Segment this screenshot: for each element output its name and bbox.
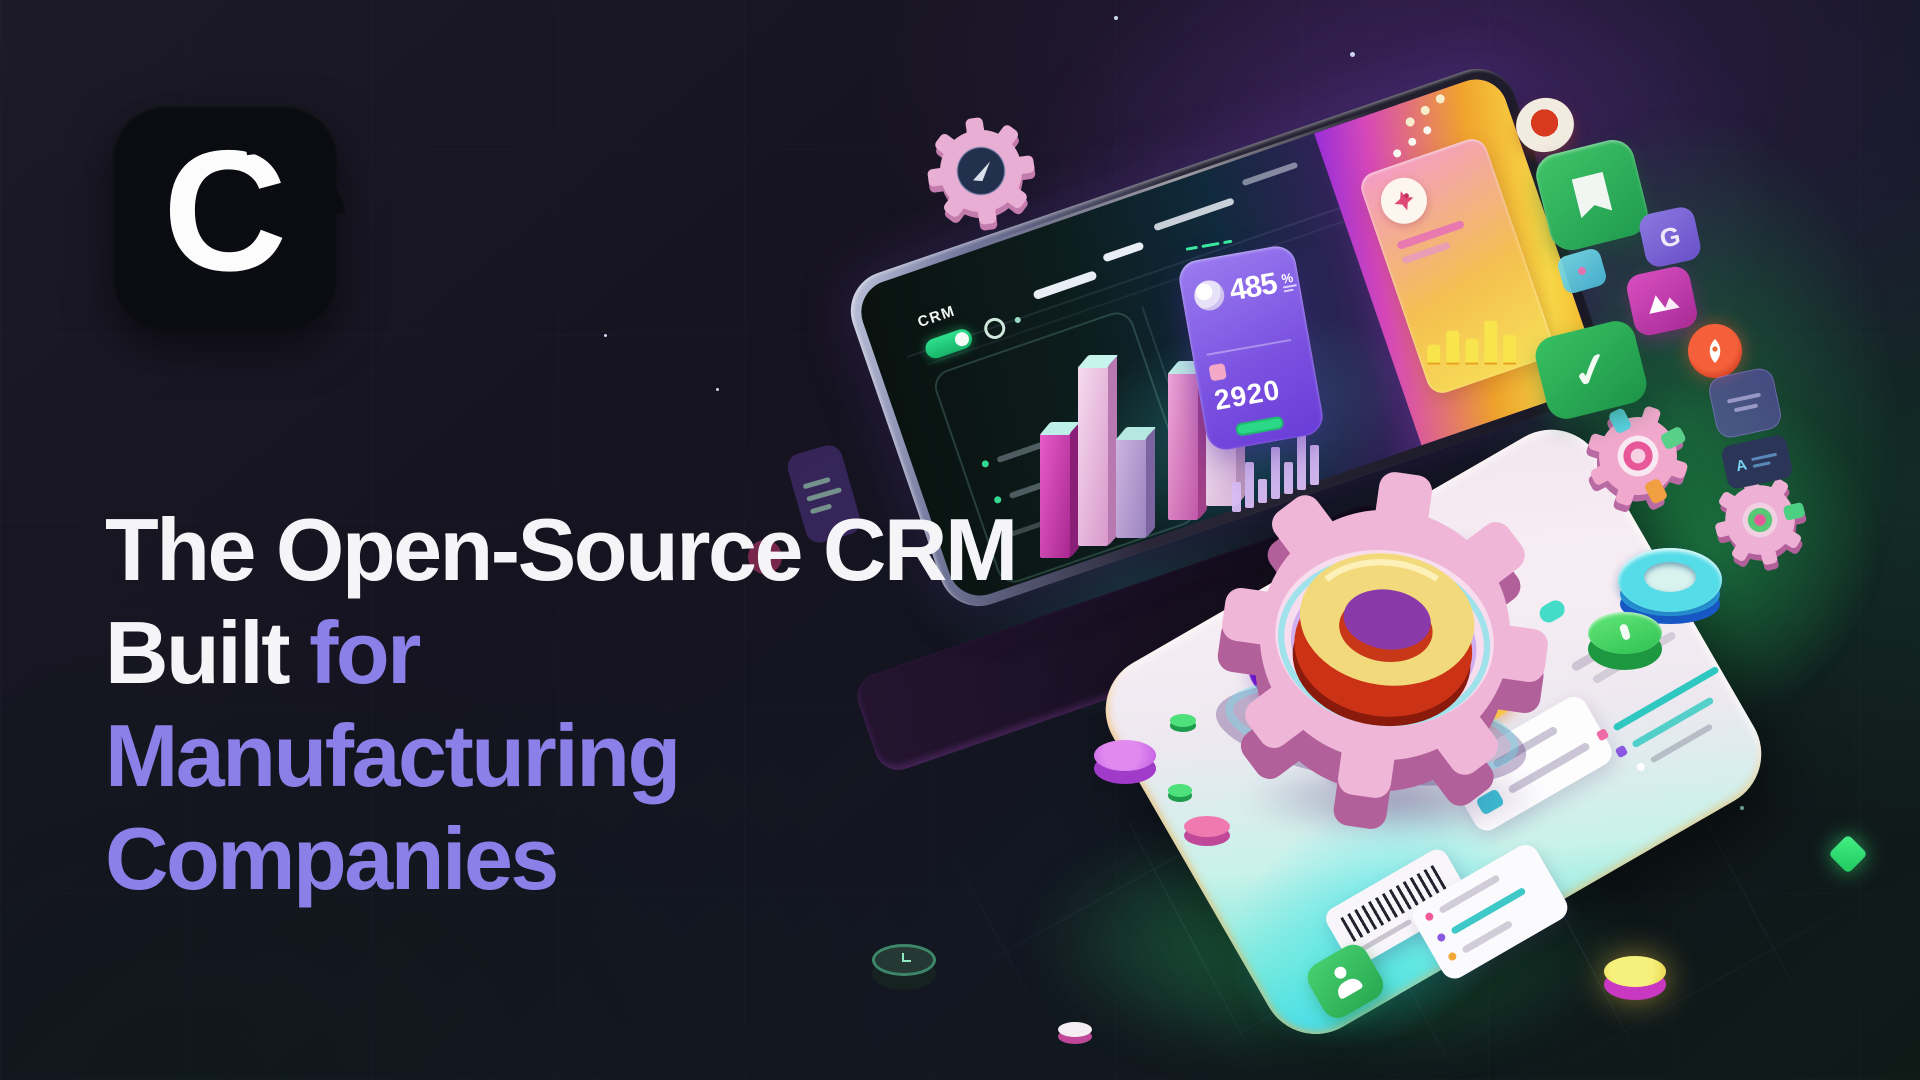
sparkle-dot	[1114, 16, 1118, 20]
bar	[1310, 445, 1319, 485]
stat-pink-square	[1208, 362, 1227, 382]
bar	[1232, 482, 1241, 512]
sparkle-dot	[1740, 806, 1744, 810]
rocket-icon	[1688, 324, 1742, 378]
c-logo-icon: C	[162, 115, 288, 307]
yellow-bar-chart	[1421, 273, 1531, 365]
a-letter: A	[1734, 455, 1749, 475]
big-gear-icon	[1196, 451, 1569, 850]
stat-primary-row: 485 %	[1191, 263, 1299, 314]
bar	[1484, 320, 1498, 365]
bar	[1297, 428, 1306, 490]
mini-bar-chart	[1232, 424, 1332, 524]
menu-dash	[1241, 161, 1299, 187]
headline-built: Built	[105, 603, 291, 702]
pink-coin	[1184, 816, 1230, 846]
bar-3d	[1039, 422, 1081, 558]
crm-dashboard-screen: CRM	[852, 70, 1604, 605]
headline-line-4: Companies	[105, 809, 559, 908]
checkmark-icon: ✓	[1566, 340, 1616, 400]
green-coin	[1170, 714, 1196, 732]
sparkle-dot	[604, 334, 607, 337]
page-title: The Open-Source CRM Built for Manufacturi…	[105, 498, 1018, 910]
progress-chip	[1614, 744, 1629, 759]
yellow-coin	[1604, 956, 1666, 1000]
pin-star-icon	[1374, 171, 1434, 230]
headline-line-3: Manufacturing	[105, 706, 681, 805]
bar-3d	[1115, 427, 1157, 538]
bar-3d	[1167, 361, 1209, 520]
green-coin	[1168, 784, 1192, 802]
headline-line-1: The Open-Source CRM	[105, 500, 1018, 599]
stat-unit-symbol: %	[1280, 269, 1295, 287]
bar	[1258, 479, 1267, 503]
list-bullet	[980, 459, 990, 469]
pink-dot	[1577, 266, 1587, 276]
pink-mini-coin	[1058, 1022, 1092, 1044]
sparkle-dot	[1350, 52, 1355, 57]
card-line	[1396, 219, 1465, 251]
badge-lines	[1751, 452, 1779, 468]
floating-gear-icon	[920, 110, 1043, 238]
row-bullet	[1423, 911, 1435, 923]
sparkle-dot	[716, 388, 719, 391]
person-icon	[1332, 964, 1349, 981]
report-card	[1356, 134, 1558, 398]
stat-unit: %	[1280, 269, 1298, 292]
compass-needle-icon	[972, 161, 991, 182]
bar	[1427, 344, 1441, 365]
bar	[1245, 462, 1254, 508]
clock-coin	[872, 944, 936, 990]
magenta-coin	[1094, 740, 1156, 784]
toggle-knob	[953, 330, 971, 349]
menu-dash	[1102, 241, 1145, 263]
company-logo: C	[112, 104, 380, 342]
headline-line-2: Built for	[105, 601, 1016, 704]
bar	[1284, 462, 1293, 494]
clock-hand	[902, 953, 904, 962]
stat-divider	[1206, 338, 1292, 356]
bar	[1465, 338, 1479, 365]
row-bullet	[1435, 932, 1447, 943]
clock-hand	[903, 960, 911, 962]
laptop-illustration: CRM	[840, 58, 1616, 617]
stat-avatar-icon	[1191, 278, 1227, 313]
pink-dot-icon	[748, 540, 782, 574]
progress-dot	[1635, 761, 1647, 773]
bar	[1446, 330, 1460, 365]
menu-dash	[1153, 197, 1235, 232]
stat-secondary-value: 2920	[1211, 373, 1283, 416]
bookmark-icon	[1572, 172, 1613, 219]
headline-for: for	[309, 603, 421, 702]
3d-bar-chart	[1039, 295, 1280, 568]
screen-right-panel	[1314, 70, 1604, 446]
crm-brand-label: CRM	[915, 302, 958, 332]
stat-value: 485	[1226, 266, 1280, 308]
row-bullet	[1446, 951, 1458, 962]
g-letter: G	[1656, 219, 1683, 254]
bar	[1503, 334, 1517, 365]
bar-3d	[1077, 355, 1119, 546]
bar	[1271, 447, 1280, 499]
green-button-3d	[1588, 612, 1662, 672]
